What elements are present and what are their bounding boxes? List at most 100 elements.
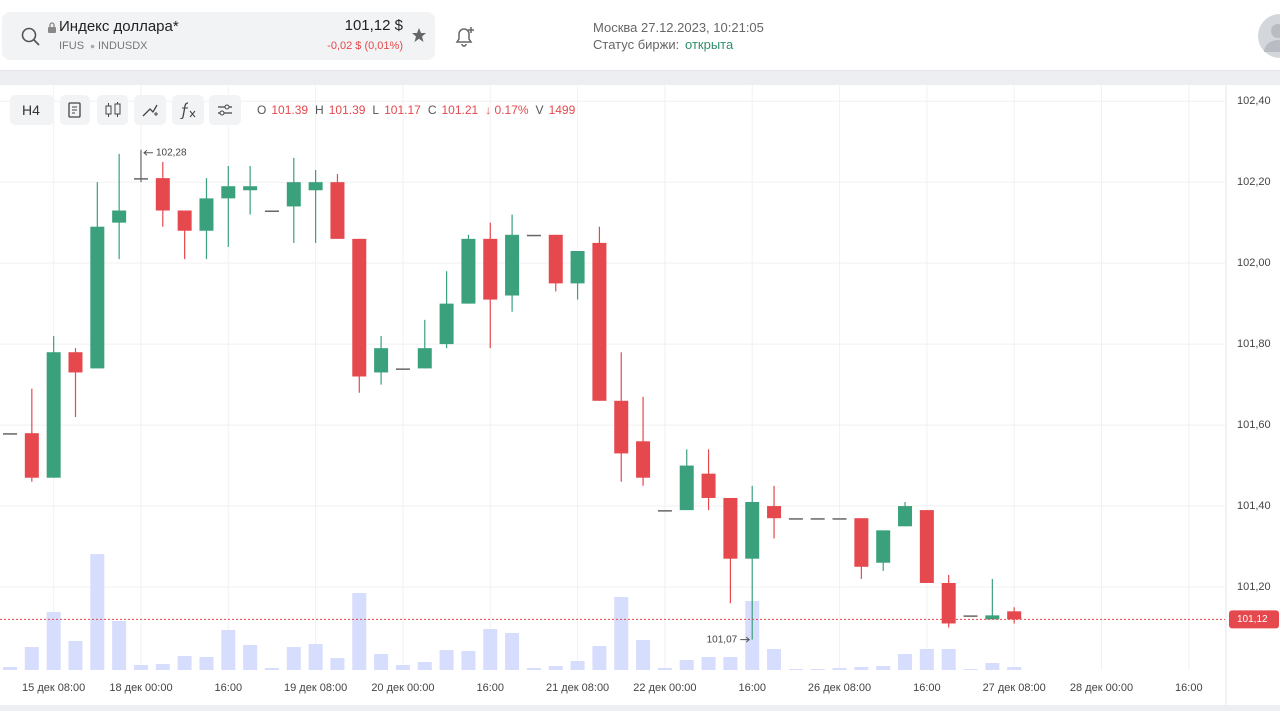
volume-bar — [286, 647, 301, 670]
y-tick-label: 101,60 — [1237, 419, 1271, 431]
candle-body — [243, 186, 258, 191]
y-tick-label: 101,80 — [1237, 338, 1271, 350]
candle-body — [614, 400, 629, 454]
x-tick-label: 28 дек 00:00 — [1070, 682, 1133, 694]
candle-body — [112, 210, 127, 223]
candle-body — [876, 530, 891, 563]
volume-bar — [941, 649, 956, 670]
volume-bar — [243, 645, 258, 670]
favorite-star[interactable] — [411, 27, 427, 43]
volume-bar — [112, 621, 127, 670]
volume-bar — [788, 669, 803, 670]
ticker: INDUSDX — [98, 40, 148, 52]
volume-bar — [570, 661, 585, 670]
volume-bar — [1007, 667, 1022, 670]
x-tick-label: 26 дек 08:00 — [808, 682, 871, 694]
y-tick-label: 102,00 — [1237, 257, 1271, 269]
legend-value: 101.21 — [441, 103, 479, 117]
volume-bar — [505, 633, 520, 670]
candle-body — [788, 518, 803, 520]
candle-body — [46, 352, 61, 478]
candle-body — [264, 210, 279, 213]
price: 101,12 $ — [344, 17, 403, 34]
volume-bar — [155, 664, 170, 670]
icon — [68, 102, 81, 118]
drawing-button[interactable] — [134, 95, 166, 125]
volume-bar — [985, 663, 1000, 670]
candle-body — [505, 234, 520, 296]
candle-body — [919, 510, 934, 583]
volume-bar — [308, 644, 323, 670]
candle-body — [461, 238, 476, 304]
volume-bar — [90, 554, 105, 670]
legend-value: 101.17 — [384, 103, 421, 117]
exchange: IFUS — [59, 40, 85, 52]
y-tick-label: 101,40 — [1237, 500, 1271, 512]
candle-body — [286, 182, 301, 207]
volume-bar — [199, 657, 214, 670]
x-tick-label: 16:00 — [913, 682, 941, 694]
volume-bar — [810, 669, 825, 670]
avatar[interactable] — [1256, 12, 1280, 60]
exchange-status: открыта — [685, 37, 734, 52]
volume-bar — [614, 597, 629, 670]
instrument-name: Индекс доллара* — [59, 18, 179, 35]
separator-dot — [90, 44, 95, 49]
candle-body — [221, 186, 236, 199]
volume-bar — [548, 666, 563, 670]
volume-bar — [636, 640, 651, 670]
alert-bell[interactable] — [452, 24, 478, 50]
candle-body — [1007, 611, 1022, 620]
volume-bar — [439, 650, 454, 670]
interval-button[interactable]: H4 — [10, 95, 54, 125]
candle-body — [810, 518, 825, 520]
candle-body — [155, 178, 170, 211]
icon — [105, 102, 121, 117]
candle-body — [985, 615, 1000, 620]
volume-bar — [898, 654, 913, 670]
formula-button[interactable] — [172, 95, 204, 125]
settings-button[interactable] — [209, 95, 241, 125]
volume-bar — [46, 612, 61, 670]
candle-body — [570, 250, 585, 284]
candle-body — [330, 182, 345, 239]
candle-body — [767, 506, 782, 519]
current-price-label: 101,12 — [1237, 614, 1268, 625]
volume-bar — [767, 649, 782, 670]
instrument-card[interactable]: Индекс доллара* IFUS INDUSDX 101,12 $ -0… — [2, 12, 435, 60]
search-icon[interactable] — [20, 26, 42, 48]
volume-bar — [723, 657, 738, 670]
legend-value: 1499 — [548, 103, 576, 117]
volume-bar — [177, 656, 192, 670]
y-tick-label: 101,20 — [1237, 581, 1271, 593]
volume-bar — [264, 668, 279, 670]
x-tick-label: 19 дек 08:00 — [284, 682, 347, 694]
legend-value: 101.39 — [271, 103, 309, 117]
exchange-status-label: Статус биржи: — [593, 37, 680, 52]
volume-bar — [330, 658, 345, 670]
x-tick-label: 15 дек 08:00 — [22, 682, 85, 694]
legend-value: ↓ 0.17% — [485, 103, 529, 117]
candle-body — [24, 433, 39, 478]
icon — [179, 102, 196, 119]
candle-body — [723, 497, 738, 559]
volume-bar — [526, 668, 541, 670]
candle-body — [374, 348, 389, 373]
candle-body — [963, 615, 978, 617]
volume-bar — [461, 651, 476, 670]
candle-body — [526, 234, 541, 237]
candle-body — [832, 518, 847, 520]
candle-body — [592, 242, 607, 401]
candle-body — [636, 441, 651, 478]
volume-bar — [963, 669, 978, 670]
volume-bar — [133, 665, 148, 670]
chart-type-button[interactable] — [97, 95, 128, 125]
volume-bar — [854, 667, 869, 670]
candle-body — [548, 234, 563, 284]
candle-body — [395, 368, 410, 370]
x-tick-label: 27 дек 08:00 — [983, 682, 1046, 694]
legend-value: 101.39 — [328, 103, 366, 117]
volume-bar — [876, 666, 891, 670]
indicators-button[interactable] — [60, 95, 90, 125]
chart-panel — [0, 85, 1280, 705]
